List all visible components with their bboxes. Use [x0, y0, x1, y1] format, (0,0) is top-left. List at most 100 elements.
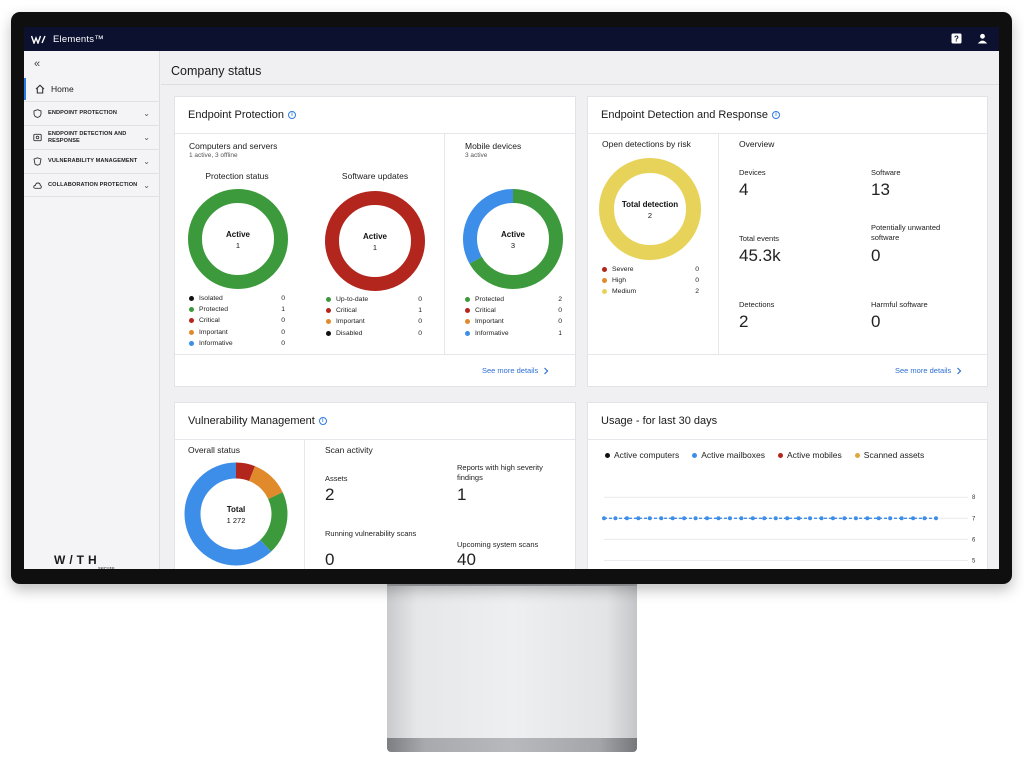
data-point[interactable]	[934, 516, 938, 521]
stat-label: Upcoming system scans	[457, 540, 539, 549]
sidebar-item-home[interactable]: Home	[24, 78, 160, 100]
svg-text:?: ?	[954, 34, 959, 43]
screen: Elements™ ? « Home ENDPOINT PROTECTION	[24, 27, 999, 569]
legend-item: Medium 2	[602, 286, 699, 297]
donut-segment[interactable]	[184, 462, 288, 566]
data-point[interactable]	[853, 516, 858, 521]
data-point[interactable]	[830, 516, 835, 521]
data-point[interactable]	[624, 516, 629, 521]
legend-dot	[602, 289, 607, 295]
legend-item[interactable]: Scanned assets	[854, 450, 924, 460]
legend-item: Protected 2	[465, 294, 562, 305]
legend-item[interactable]: Active mobiles	[777, 450, 842, 460]
stat-value: 0	[871, 312, 881, 331]
donut-center-label: Active	[362, 232, 387, 241]
data-point[interactable]	[899, 516, 904, 521]
withsecure-logo-icon	[31, 35, 46, 44]
data-point[interactable]	[922, 516, 927, 521]
legend-item[interactable]: Active mailboxes	[692, 450, 765, 460]
data-point[interactable]	[659, 516, 664, 521]
see-more-details-link[interactable]: See more details	[482, 366, 549, 375]
info-icon[interactable]: i	[318, 417, 327, 425]
data-point[interactable]	[819, 516, 824, 521]
legend-dot	[854, 452, 860, 458]
legend-item: Disabled 0	[326, 328, 422, 339]
data-point[interactable]	[602, 516, 606, 521]
info-icon[interactable]: i	[288, 111, 297, 119]
data-point[interactable]	[808, 516, 813, 521]
data-point[interactable]	[888, 516, 893, 521]
legend-dot	[602, 278, 607, 284]
data-point[interactable]	[613, 516, 618, 521]
data-point[interactable]	[762, 516, 767, 521]
data-point[interactable]	[647, 516, 652, 521]
data-point[interactable]	[750, 516, 755, 521]
overall-status-donut[interactable]	[184, 462, 288, 566]
legend-dot	[465, 308, 470, 314]
monitor-stand-base	[387, 738, 637, 752]
data-point[interactable]	[865, 516, 870, 521]
usage-card: Usage - for last 30 days Active computer…	[587, 402, 988, 569]
chevron-right-icon	[957, 367, 962, 374]
donut-segment[interactable]	[184, 462, 288, 566]
stat-value: 1	[457, 485, 467, 504]
data-point[interactable]	[739, 516, 744, 521]
vulnerability-icon	[33, 157, 42, 166]
data-point[interactable]	[773, 516, 778, 521]
data-point[interactable]	[636, 516, 641, 521]
sidebar-item-label: ENDPOINT DETECTION AND RESPONSE	[48, 131, 127, 144]
stat-label: Harmful software	[871, 300, 928, 309]
user-icon[interactable]	[976, 32, 989, 45]
legend-dot	[692, 452, 698, 458]
data-point[interactable]	[705, 516, 710, 521]
open-detections-donut[interactable]	[598, 157, 702, 261]
card-title: Endpoint Detection and Response	[601, 109, 768, 121]
legend-dot	[777, 452, 783, 458]
data-point[interactable]	[693, 516, 698, 521]
data-point[interactable]	[727, 516, 732, 521]
chevron-down-icon: ⌄	[143, 180, 150, 190]
data-point[interactable]	[670, 516, 675, 521]
legend-dot	[465, 319, 470, 325]
data-point[interactable]	[911, 516, 916, 521]
section-title: Overall status	[188, 445, 240, 455]
data-point[interactable]	[796, 516, 801, 521]
sidebar-item-endpoint-protection[interactable]: ENDPOINT PROTECTION ⌄	[24, 101, 160, 125]
legend-dot	[189, 296, 194, 302]
legend-item: High 0	[602, 275, 699, 286]
cloud-icon	[33, 182, 42, 189]
donut-center-label: Active	[500, 230, 525, 239]
legend-item: Up-to-date 0	[326, 294, 422, 305]
legend-item[interactable]: Active computers	[605, 450, 679, 460]
software-updates-donut[interactable]	[324, 190, 426, 292]
brand[interactable]: Elements™	[24, 34, 104, 45]
endpoint-protection-card: Endpoint Protection i Computers and serv…	[174, 96, 576, 387]
donut-center-label: Total	[226, 505, 246, 514]
legend-dot	[465, 297, 470, 303]
data-point[interactable]	[842, 516, 847, 521]
data-point[interactable]	[876, 516, 881, 521]
legend-item: Severe 0	[602, 264, 699, 275]
stat-value: 2	[739, 312, 749, 331]
usage-line-chart[interactable]: 8 7 6 5	[588, 483, 987, 569]
help-icon[interactable]: ?	[950, 32, 963, 45]
y-tick-label: 5	[972, 558, 976, 564]
section-subtitle: 3 active	[465, 152, 488, 159]
info-icon[interactable]: i	[771, 111, 780, 119]
collapse-sidebar-icon[interactable]: «	[34, 58, 41, 70]
data-point[interactable]	[785, 516, 790, 521]
mobile-devices-donut[interactable]	[462, 188, 564, 290]
legend-dot	[326, 319, 331, 325]
see-more-details-link[interactable]: See more details	[895, 366, 962, 375]
protection-status-donut[interactable]	[187, 188, 289, 290]
sidebar-item-edr[interactable]: ENDPOINT DETECTION AND RESPONSE ⌄	[24, 125, 160, 149]
sidebar-item-label: COLLABORATION PROTECTION	[48, 181, 138, 188]
data-point[interactable]	[716, 516, 721, 521]
page-title: Company status	[171, 64, 262, 78]
sidebar-item-vulnerability[interactable]: VULNERABILITY MANAGEMENT ⌄	[24, 149, 160, 173]
sidebar-item-collaboration[interactable]: COLLABORATION PROTECTION ⌄	[24, 173, 160, 197]
stat-label: Reports with high severity findings	[457, 463, 543, 482]
data-point[interactable]	[682, 516, 687, 521]
vulnerability-card: Vulnerability Management i Overall statu…	[174, 402, 576, 569]
legend-item: Important 0	[189, 327, 285, 338]
